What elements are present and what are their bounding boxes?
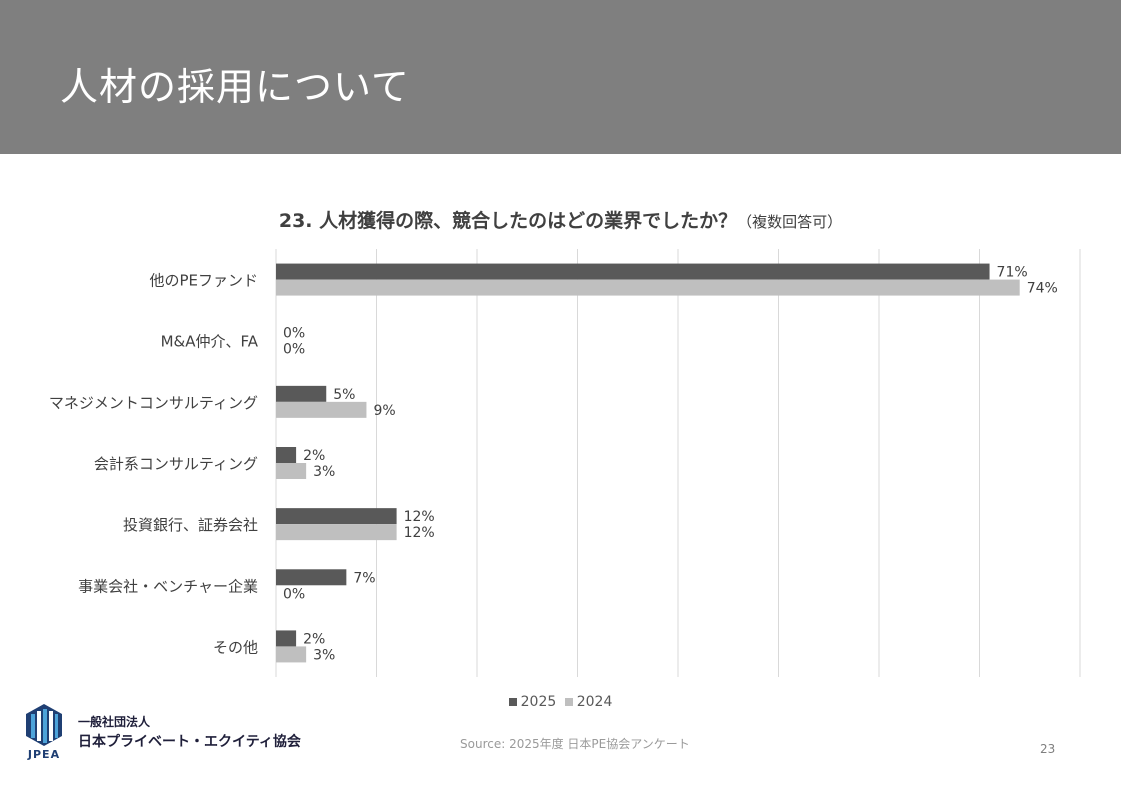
value-label-2025: 2% [303, 631, 325, 647]
value-label-2024: 3% [313, 647, 335, 663]
legend-swatch-2024 [564, 698, 573, 706]
org-name-line2: 日本プライベート・エクイティ協会 [78, 734, 301, 750]
category-label: 事業会社・ベンチャー企業 [78, 577, 258, 595]
value-label-2025: 0% [283, 326, 305, 342]
bar-2025 [276, 263, 990, 280]
bar-2025 [276, 569, 347, 586]
category-label: その他 [213, 638, 258, 656]
legend-item-2025: 2025 [508, 694, 557, 710]
legend-item-2024: 2024 [564, 694, 613, 710]
jpea-logo: JPEA [26, 704, 62, 760]
value-label-2025: 12% [404, 509, 435, 525]
legend-label-2024: 2024 [576, 694, 613, 710]
header-band [0, 0, 1121, 154]
bar-2025 [276, 385, 327, 402]
value-label-2024: 12% [404, 525, 435, 541]
bar-2024 [276, 279, 1020, 296]
page-number: 23 [1040, 742, 1056, 756]
value-label-2024: 74% [1027, 281, 1058, 297]
value-label-2025: 2% [303, 448, 325, 464]
category-labels: 他のPEファンド M&A仲介、FA マネジメントコンサルティング会計系コンサルティン… [49, 272, 259, 657]
category-label: M&A仲介、FA [161, 333, 259, 351]
bar-2025 [276, 630, 297, 647]
category-label: 他のPEファンド [149, 272, 258, 290]
value-label-2024: 0% [283, 342, 305, 358]
bar-2024 [276, 463, 307, 479]
legend-label-2025: 2025 [520, 694, 557, 710]
logo-text: JPEA [27, 748, 60, 760]
value-labels: 71%74%0%0%5%9%2%3%12%12%7%0%2%3% [283, 265, 1058, 664]
bar-2025 [276, 508, 397, 525]
bar-2024 [276, 401, 367, 418]
value-label-2024: 3% [313, 464, 335, 480]
org-name-line1: 一般社団法人 [78, 715, 151, 729]
category-label: 会計系コンサルティング [94, 455, 258, 473]
bar-2024 [276, 524, 397, 541]
category-label: 投資銀行、証券会社 [123, 516, 258, 534]
chart-title-note: （複数回答可） [737, 213, 843, 231]
page-title: 人材の採用について [60, 65, 410, 109]
value-label-2025: 5% [333, 387, 355, 403]
value-label-2024: 0% [283, 586, 305, 602]
bar-2025 [276, 447, 297, 463]
bar-chart: 他のPEファンド M&A仲介、FA マネジメントコンサルティング会計系コンサルティン… [49, 249, 1081, 677]
source-note: Source: 2025年度 日本PE協会アンケート [460, 737, 690, 751]
chart-bars [276, 263, 1020, 663]
chart-title-main: 23. 人材獲得の際、競合したのはどの業界でしたか？ [278, 210, 738, 232]
chart-legend: 2025 2024 [0, 694, 1121, 710]
chart-gridlines [275, 249, 1081, 677]
value-label-2025: 7% [353, 570, 375, 586]
category-label: マネジメントコンサルティング [49, 394, 258, 412]
chart-title: 23. 人材獲得の際、競合したのはどの業界でしたか？（複数回答可） [0, 206, 1121, 233]
value-label-2024: 9% [373, 403, 395, 419]
value-label-2025: 71% [997, 265, 1028, 281]
bar-2024 [276, 646, 307, 663]
legend-swatch-2025 [508, 698, 517, 706]
